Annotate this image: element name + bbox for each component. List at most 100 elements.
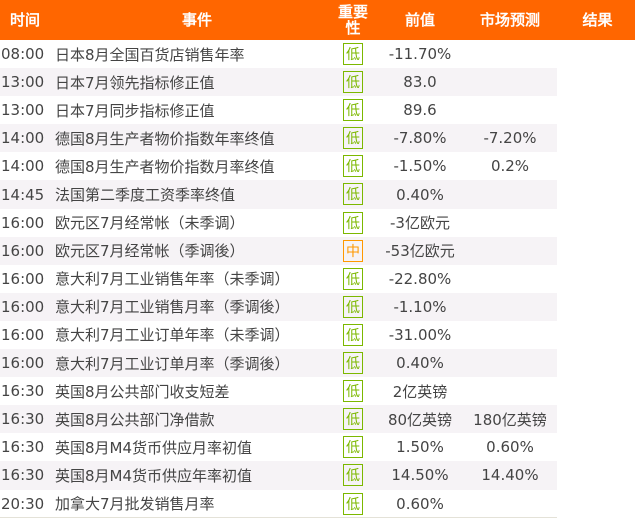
event-name: 欧元区7月经常帐（未季调） [55, 214, 245, 233]
importance-badge: 低 [343, 436, 363, 459]
table-row: 16:30 英国8月公共部门收支短差 低 2亿英镑 [0, 377, 635, 405]
result-value [560, 68, 635, 96]
row-stripe [0, 405, 557, 434]
importance-badge: 低 [343, 295, 363, 318]
event-name: 英国8月M4货币供应年率初值 [55, 466, 253, 485]
row-stripe [0, 292, 557, 321]
previous-value: 0.40% [396, 185, 444, 204]
event-time: 16:30 [1, 382, 45, 401]
table-row: 16:00 意大利7月工业订单年率（未季调） 低 -31.00% [0, 321, 635, 349]
forecast-value [465, 265, 555, 293]
table-row: 16:00 意大利7月工业销售年率（未季调） 低 -22.80% [0, 265, 635, 293]
importance-badge: 低 [343, 464, 363, 487]
forecast-value [465, 40, 555, 68]
result-value [560, 237, 635, 265]
importance-badge: 低 [343, 323, 363, 346]
result-value [560, 293, 635, 321]
event-name: 德国8月生产者物价指数月率终值 [55, 157, 275, 176]
table-row: 16:30 英国8月M4货币供应月率初值 低 1.50% 0.60% [0, 433, 635, 461]
result-value [560, 265, 635, 293]
event-name: 日本7月同步指标修正值 [55, 101, 215, 120]
importance-badge: 低 [343, 71, 363, 94]
previous-value: -3亿欧元 [390, 214, 450, 233]
event-name: 意大利7月工业订单年率（未季调） [55, 326, 290, 345]
result-value [560, 490, 635, 518]
forecast-value: 0.2% [490, 157, 530, 176]
event-name: 意大利7月工业销售年率（未季调） [55, 270, 290, 289]
previous-value: 2亿英镑 [392, 382, 448, 401]
previous-value: -22.80% [388, 269, 452, 288]
table-row: 16:00 意大利7月工业销售月率（季调後） 低 -1.10% [0, 292, 635, 321]
forecast-value [465, 321, 555, 349]
result-value [560, 433, 635, 461]
event-name: 意大利7月工业销售月率（季调後） [55, 298, 290, 317]
previous-value: -1.10% [393, 297, 447, 316]
event-name: 意大利7月工业订单月率（季调後） [55, 354, 290, 373]
forecast-value [465, 377, 555, 405]
table-row: 16:30 英国8月M4货币供应年率初值 低 14.50% 14.40% [0, 461, 635, 490]
result-value [560, 209, 635, 237]
event-name: 欧元区7月经常帐（季调後） [55, 242, 245, 261]
row-stripe [0, 349, 557, 378]
result-value [560, 349, 635, 377]
previous-value: 0.40% [396, 354, 444, 373]
previous-value: 1.50% [396, 438, 444, 457]
event-time: 14:00 [1, 157, 45, 176]
event-time: 16:30 [1, 438, 45, 457]
event-name: 日本7月领先指标修正值 [55, 73, 215, 92]
event-name: 德国8月生产者物价指数年率终值 [55, 129, 275, 148]
result-value [560, 96, 635, 124]
event-time: 13:00 [1, 73, 45, 92]
forecast-value: -7.20% [483, 129, 537, 148]
previous-value: 89.6 [403, 101, 437, 120]
importance-badge: 低 [343, 408, 363, 431]
forecast-value [465, 180, 555, 208]
event-name: 加拿大7月批发销售月率 [55, 495, 215, 514]
header-time: 时间 [9, 11, 40, 29]
importance-badge: 低 [343, 127, 363, 150]
event-time: 14:45 [1, 185, 45, 204]
event-time: 08:00 [1, 45, 45, 64]
table-row: 16:00 欧元区7月经常帐（未季调） 低 -3亿欧元 [0, 209, 635, 237]
event-name: 英国8月公共部门净借款 [55, 410, 215, 429]
event-name: 法国第二季度工资季率终值 [55, 186, 236, 205]
importance-badge: 低 [343, 492, 363, 515]
event-time: 16:00 [1, 269, 45, 288]
previous-value: 83.0 [403, 73, 437, 92]
result-value [560, 405, 635, 433]
forecast-value: 0.60% [486, 438, 534, 457]
result-value [560, 124, 635, 152]
importance-badge: 低 [343, 155, 363, 178]
forecast-value [465, 96, 555, 124]
importance-badge: 低 [343, 183, 363, 206]
event-name: 日本8月全国百货店销售年率 [55, 45, 245, 64]
importance-badge: 低 [343, 267, 363, 290]
header-previous: 前值 [404, 11, 435, 29]
row-stripe [0, 236, 557, 265]
table-row: 14:00 德国8月生产者物价指数月率终值 低 -1.50% 0.2% [0, 152, 635, 180]
table-row: 08:00 日本8月全国百货店销售年率 低 -11.70% [0, 40, 635, 68]
importance-badge: 低 [343, 43, 363, 65]
row-stripe [0, 461, 557, 490]
event-time: 14:00 [1, 129, 45, 148]
header-result: 结果 [582, 11, 613, 29]
table-row: 16:00 欧元区7月经常帐（季调後） 中 -53亿欧元 [0, 236, 635, 265]
forecast-value: 180亿英镑 [473, 410, 547, 429]
events-table: 08:00 日本8月全国百货店销售年率 低 -11.70% 13:00 日本7月… [0, 40, 635, 518]
table-row: 13:00 日本7月同步指标修正值 低 89.6 [0, 96, 635, 124]
previous-value: -53亿欧元 [385, 242, 455, 261]
result-value [560, 377, 635, 405]
table-row: 13:00 日本7月领先指标修正值 低 83.0 [0, 68, 635, 97]
forecast-value [465, 349, 555, 377]
result-value [560, 40, 635, 68]
event-time: 13:00 [1, 101, 45, 120]
result-value [560, 461, 635, 489]
forecast-value [465, 209, 555, 237]
forecast-value [465, 490, 555, 518]
result-value [560, 180, 635, 208]
previous-value: 0.60% [396, 494, 444, 513]
result-value [560, 152, 635, 180]
importance-badge: 低 [343, 380, 363, 403]
row-stripe [0, 68, 557, 97]
forecast-value [465, 293, 555, 321]
